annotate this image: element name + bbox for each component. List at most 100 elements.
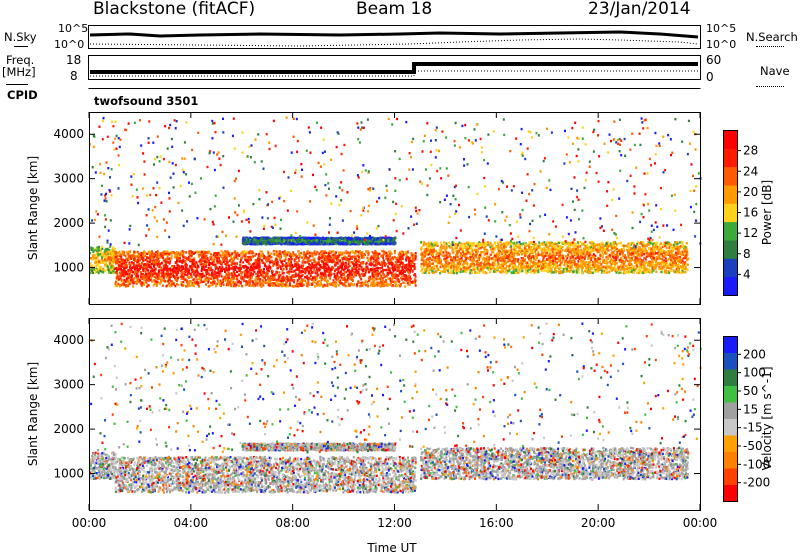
scatter-cell [368, 237, 370, 240]
scatter-cell [306, 268, 309, 271]
scatter-cell [146, 262, 149, 265]
scatter-cell [166, 256, 169, 259]
scatter-cell [329, 242, 331, 246]
scatter-cell [387, 272, 390, 275]
scatter-cell [333, 256, 335, 259]
scatter-cell [112, 246, 115, 249]
scatter-cell [94, 261, 97, 264]
scatter-cell [389, 277, 392, 280]
scatter-cell [388, 255, 391, 258]
scatter-cell [377, 266, 380, 270]
scatter-cell [302, 283, 305, 286]
scatter-cell [97, 249, 100, 252]
scatter-cell [370, 281, 373, 284]
scatter-cell [343, 257, 346, 261]
scatter-cell [361, 283, 364, 286]
scatter-cell [330, 256, 333, 259]
scatter-cell [166, 258, 169, 261]
scatter-cell [272, 241, 275, 244]
scatter-cell [330, 250, 333, 253]
nave-legend-line [756, 86, 784, 87]
scatter-cell [360, 265, 363, 268]
scatter-cell [377, 277, 380, 281]
scatter-cell [290, 255, 292, 259]
scatter-cell [268, 257, 271, 261]
scatter-cell [398, 251, 401, 254]
scatter-cell [261, 280, 264, 283]
scatter-cell [337, 284, 340, 287]
scatter-cell [199, 254, 202, 257]
scatter-cell [303, 251, 306, 254]
scatter-cell [252, 282, 255, 286]
scatter-cell [315, 253, 318, 256]
scatter-cell [260, 273, 262, 277]
scatter-cell [176, 279, 179, 282]
scatter-cell [401, 275, 404, 278]
scatter-cell [278, 271, 281, 274]
scatter-cell [276, 236, 279, 239]
scatter-cell [151, 275, 154, 278]
scatter-cell [279, 279, 282, 283]
scatter-cell [241, 276, 244, 279]
scatter-cell [192, 258, 195, 261]
scatter-cell [349, 251, 352, 255]
scatter-cell [332, 238, 335, 241]
scatter-cell [160, 269, 163, 272]
scatter-cell [360, 268, 363, 271]
scatter-cell [149, 279, 152, 282]
scatter-cell [391, 265, 394, 268]
scatter-cell [354, 255, 357, 258]
scatter-cell [297, 273, 300, 276]
scatter-cell [395, 277, 398, 280]
scatter-cell [361, 273, 364, 276]
scatter-cell [112, 270, 115, 273]
scatter-cell [241, 271, 244, 274]
cpid-value: twofsound 3501 [94, 94, 199, 108]
scatter-cell [264, 243, 267, 246]
scatter-cell [309, 272, 312, 276]
scatter-cell [147, 284, 150, 287]
scatter-cell [257, 275, 260, 278]
scatter-cell [328, 239, 331, 242]
scatter-cell [381, 276, 384, 280]
scatter-cell [217, 271, 219, 275]
scatter-cell [360, 240, 363, 243]
scatter-cell [101, 252, 104, 255]
scatter-cell [277, 266, 279, 270]
scatter-cell [272, 239, 275, 242]
scatter-cell [348, 284, 351, 287]
scatter-cell [292, 254, 295, 258]
nsky-trace [89, 30, 699, 39]
scatter-cell [342, 278, 345, 281]
scatter-cell [137, 259, 140, 262]
scatter-cell [351, 262, 354, 265]
scatter-cell [102, 267, 105, 270]
scatter-cell [408, 257, 411, 260]
scatter-cell [170, 257, 173, 260]
scatter-cell [260, 237, 263, 240]
scatter-cell [250, 284, 253, 287]
scatter-cell [136, 250, 139, 254]
scatter-cell [268, 261, 271, 264]
scatter-cell [254, 260, 257, 263]
scatter-cell [228, 267, 230, 271]
scatter-cell [197, 251, 199, 254]
scatter-cell [309, 254, 311, 258]
scatter-cell [380, 278, 383, 282]
scatter-cell [137, 254, 140, 257]
scatter-cell [402, 281, 405, 284]
scatter-cell [290, 270, 293, 273]
scatter-cell [157, 271, 160, 274]
scatter-cell [165, 267, 168, 270]
scatter-cell [104, 261, 107, 264]
scatter-cell [250, 240, 253, 243]
scatter-cell [114, 284, 117, 288]
scatter-cell [230, 278, 233, 281]
scatter-cell [165, 260, 168, 264]
scatter-cell [108, 270, 111, 273]
scatter-cell [335, 282, 338, 285]
scatter-cell [387, 265, 389, 268]
scatter-cell [269, 275, 272, 278]
scatter-cell [159, 263, 162, 266]
scatter-cell [128, 250, 131, 253]
